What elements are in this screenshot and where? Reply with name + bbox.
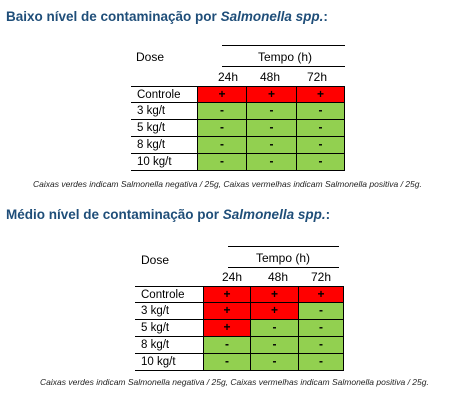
dose-label: 3 kg/t: [131, 103, 197, 120]
time-header-underline: [228, 267, 339, 268]
section-title-low: Baixo nível de contaminação por Salmonel…: [6, 9, 328, 24]
result-cell-negative: -: [247, 154, 297, 171]
result-cell-negative: -: [197, 154, 247, 171]
result-cell-negative: -: [197, 137, 247, 154]
time-col-24h: 24h: [218, 70, 239, 84]
dose-label: 3 kg/t: [135, 303, 203, 320]
section-title-text: Médio nível de contaminação por: [6, 207, 223, 222]
table-caption: Caixas verdes indicam Salmonella negativ…: [40, 377, 429, 387]
table-row: Controle + + +: [135, 286, 344, 303]
table-row: 8 kg/t - - -: [131, 137, 345, 154]
time-header-top-rule: [222, 45, 345, 46]
time-col-72h: 72h: [307, 70, 328, 84]
result-cell-negative: -: [197, 103, 247, 120]
result-cell-negative: -: [247, 103, 297, 120]
time-col-48h: 48h: [260, 70, 281, 84]
table-row: 3 kg/t + + -: [135, 303, 344, 320]
result-cell-positive: +: [247, 86, 297, 103]
dose-label: Controle: [131, 86, 197, 103]
dose-header: Dose: [141, 253, 170, 267]
result-cell-negative: -: [203, 337, 251, 354]
result-cell-positive: +: [197, 86, 247, 103]
table-row: Controle + + +: [131, 86, 345, 103]
result-cell-negative: -: [247, 120, 297, 137]
dose-label: Controle: [135, 286, 203, 303]
table-caption: Caixas verdes indicam Salmonella negativ…: [33, 179, 422, 189]
result-cell-negative: -: [203, 354, 251, 371]
section-title-organism: Salmonella spp.: [222, 207, 326, 222]
result-cell-negative: -: [251, 337, 299, 354]
result-cell-negative: -: [297, 137, 345, 154]
table-row: 5 kg/t - - -: [131, 120, 345, 137]
time-header: Tempo (h): [256, 251, 311, 265]
dose-label: 10 kg/t: [131, 154, 197, 171]
dose-label: 8 kg/t: [135, 337, 203, 354]
time-col-24h: 24h: [222, 270, 243, 284]
result-cell-negative: -: [251, 354, 299, 371]
section-title-text: Baixo nível de contaminação por: [6, 9, 221, 24]
result-cell-negative: -: [251, 320, 299, 337]
section-title-medium: Médio nível de contaminação por Salmonel…: [6, 207, 330, 222]
result-cell-positive: +: [203, 303, 251, 320]
table-row: 10 kg/t - - -: [131, 154, 345, 171]
time-col-48h: 48h: [268, 270, 289, 284]
dose-label: 8 kg/t: [131, 137, 197, 154]
result-cell-negative: -: [297, 120, 345, 137]
time-header: Tempo (h): [258, 50, 313, 64]
section-title-organism: Salmonella spp.: [220, 9, 324, 24]
result-cell-positive: +: [251, 286, 299, 303]
time-header-underline: [222, 66, 345, 67]
table-row: 8 kg/t - - -: [135, 337, 344, 354]
dose-label: 5 kg/t: [131, 120, 197, 137]
table-row: 5 kg/t + - -: [135, 320, 344, 337]
result-cell-positive: +: [203, 320, 251, 337]
table-row: 3 kg/t - - -: [131, 103, 345, 120]
dose-label: 5 kg/t: [135, 320, 203, 337]
result-cell-negative: -: [299, 337, 344, 354]
result-cell-negative: -: [299, 320, 344, 337]
table-row: 10 kg/t - - -: [135, 354, 344, 371]
dose-header: Dose: [136, 50, 165, 64]
section-title-colon: :: [323, 9, 328, 24]
result-cell-negative: -: [197, 120, 247, 137]
time-header-top-rule: [228, 246, 339, 247]
result-cell-negative: -: [299, 354, 344, 371]
dose-label: 10 kg/t: [135, 354, 203, 371]
result-cell-positive: +: [297, 86, 345, 103]
time-col-72h: 72h: [311, 270, 332, 284]
result-cell-negative: -: [297, 154, 345, 171]
result-cell-negative: -: [297, 103, 345, 120]
result-cell-positive: +: [203, 286, 251, 303]
result-cell-positive: +: [299, 286, 344, 303]
result-cell-positive: +: [251, 303, 299, 320]
section-title-colon: :: [325, 207, 331, 222]
result-cell-negative: -: [247, 137, 297, 154]
result-cell-negative: -: [299, 303, 344, 320]
